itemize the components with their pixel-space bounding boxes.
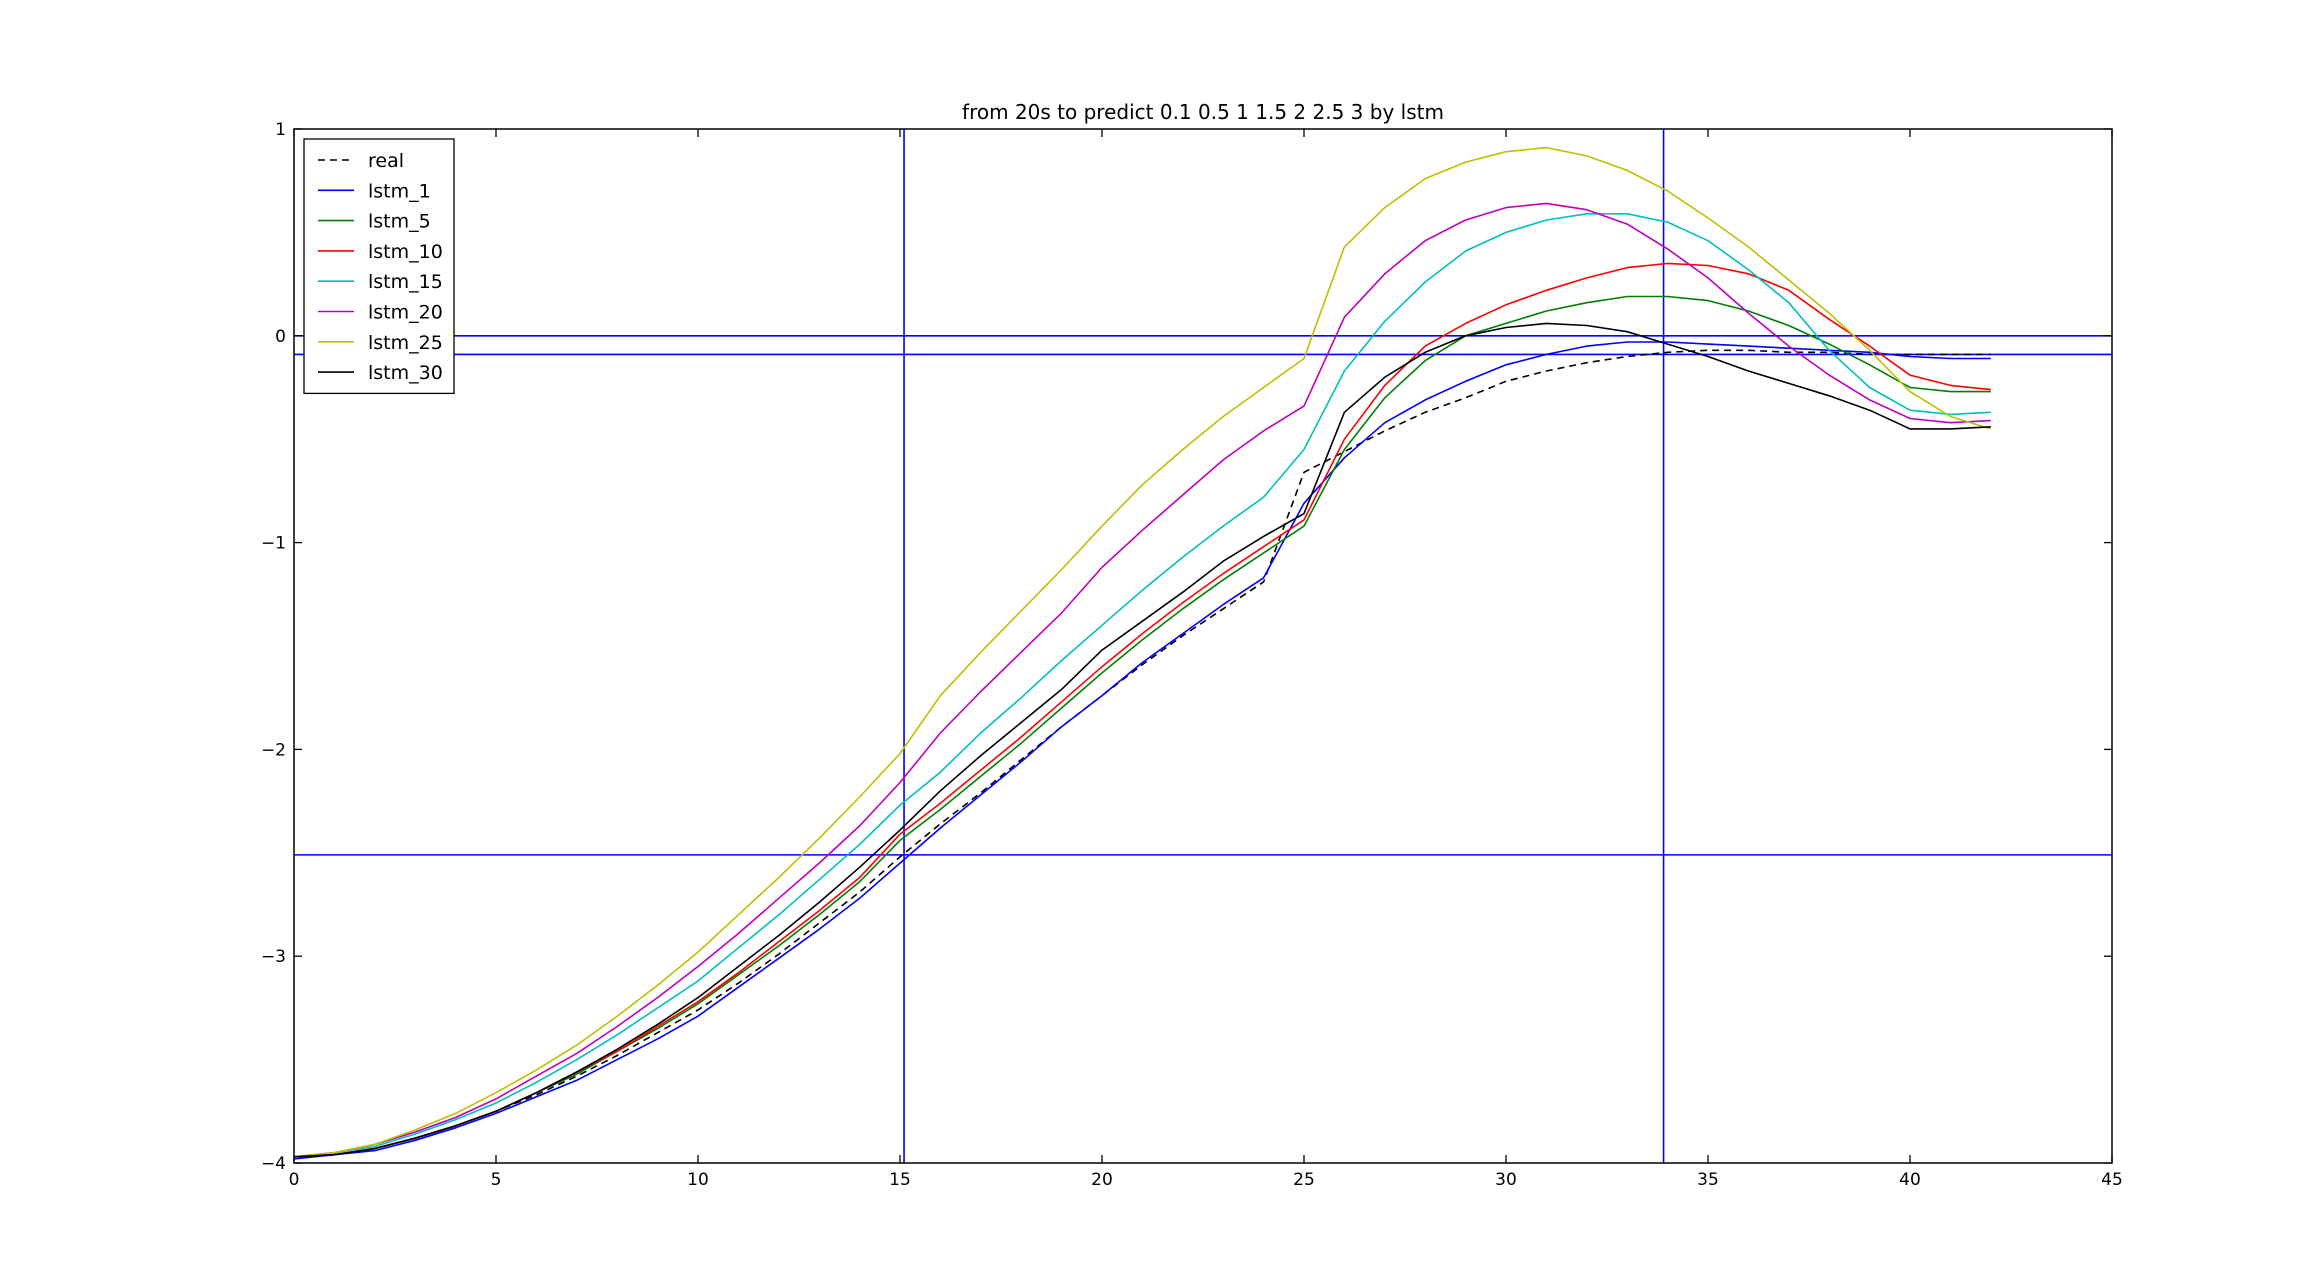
series-line-real (294, 349, 1991, 1158)
axes-frame (293, 128, 2113, 1164)
legend-label: lstm_25 (368, 332, 443, 354)
legend-label: lstm_20 (368, 302, 443, 324)
x-tick-label: 15 (889, 1170, 911, 1190)
y-tick-label: 0 (275, 327, 286, 347)
legend-box (303, 138, 455, 395)
x-tick-label: 40 (1899, 1170, 1921, 1190)
series-line-lstm-25 (294, 146, 1992, 1158)
legend-label: lstm_30 (368, 362, 443, 384)
series-line-lstm-30 (294, 322, 1991, 1158)
axis-ticks: 0 5 10 15 20 25 30 35 40 45 −4 −3 −2 −1 0 1 (261, 120, 2123, 1190)
legend-label: lstm_5 (368, 211, 431, 233)
y-tick-label: −3 (261, 947, 286, 967)
y-tick-label: 1 (275, 120, 286, 140)
y-tick-label: −4 (261, 1154, 286, 1174)
y-tick-label: −1 (261, 534, 286, 554)
x-tick-label: 0 (289, 1170, 300, 1190)
series-layer (294, 146, 1992, 1160)
x-tick-label: 25 (1293, 1170, 1315, 1190)
legend-label: real (368, 150, 404, 172)
x-tick-label: 35 (1697, 1170, 1719, 1190)
series-line-lstm-1 (294, 341, 1991, 1160)
x-tick-label: 30 (1495, 1170, 1517, 1190)
chart-title: from 20s to predict 0.1 0.5 1 1.5 2 2.5 … (962, 100, 1444, 124)
series-line-lstm-15 (294, 213, 1991, 1158)
x-tick-label: 45 (2101, 1170, 2123, 1190)
legend-label: lstm_1 (368, 180, 431, 202)
reference-lines (294, 129, 2112, 1163)
legend-label: lstm_15 (368, 271, 443, 293)
x-tick-label: 10 (687, 1170, 709, 1190)
x-tick-label: 5 (491, 1170, 502, 1190)
legend-label: lstm_10 (368, 241, 443, 263)
legend: real lstm_1 lstm_5 lstm_10 lstm_15 lstm_20lst… (303, 138, 455, 395)
series-line-lstm-20 (294, 202, 1991, 1158)
series-line-lstm-5 (294, 295, 1991, 1158)
y-tick-label: −2 (261, 740, 286, 760)
x-tick-label: 20 (1091, 1170, 1113, 1190)
